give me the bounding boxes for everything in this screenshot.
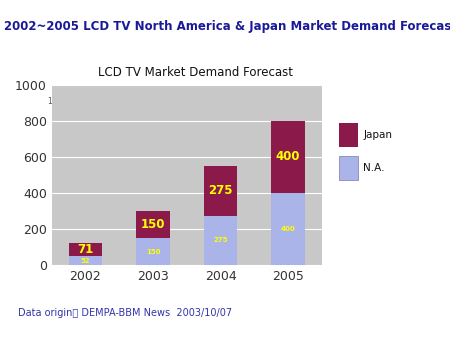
Text: 2002~2005 LCD TV North America & Japan Market Demand Forecast: 2002~2005 LCD TV North America & Japan M… — [4, 20, 450, 32]
Text: Japan: Japan — [363, 130, 392, 140]
Text: 150: 150 — [146, 249, 160, 255]
Text: 275: 275 — [213, 238, 228, 243]
Text: 275: 275 — [208, 184, 233, 197]
Bar — [339, 123, 358, 147]
Text: 150: 150 — [141, 218, 165, 231]
Bar — [68, 243, 103, 256]
Text: Data origin： DEMPA-BBM News  2003/10/07: Data origin： DEMPA-BBM News 2003/10/07 — [18, 308, 232, 318]
Text: 52: 52 — [81, 258, 90, 264]
Bar — [136, 238, 170, 265]
Text: 71: 71 — [77, 243, 94, 256]
Bar — [68, 256, 103, 265]
Bar — [339, 156, 358, 179]
Text: 10,000/Unit: 10,000/Unit — [47, 97, 92, 106]
Bar — [203, 166, 238, 216]
Text: 400: 400 — [276, 150, 300, 163]
Text: 400: 400 — [281, 226, 295, 232]
Bar — [271, 121, 305, 193]
Text: LCD TV Market Demand Forecast: LCD TV Market Demand Forecast — [98, 66, 292, 79]
Bar — [203, 216, 238, 265]
Text: N.A.: N.A. — [363, 163, 385, 173]
Bar — [271, 193, 305, 265]
Bar — [136, 211, 170, 238]
